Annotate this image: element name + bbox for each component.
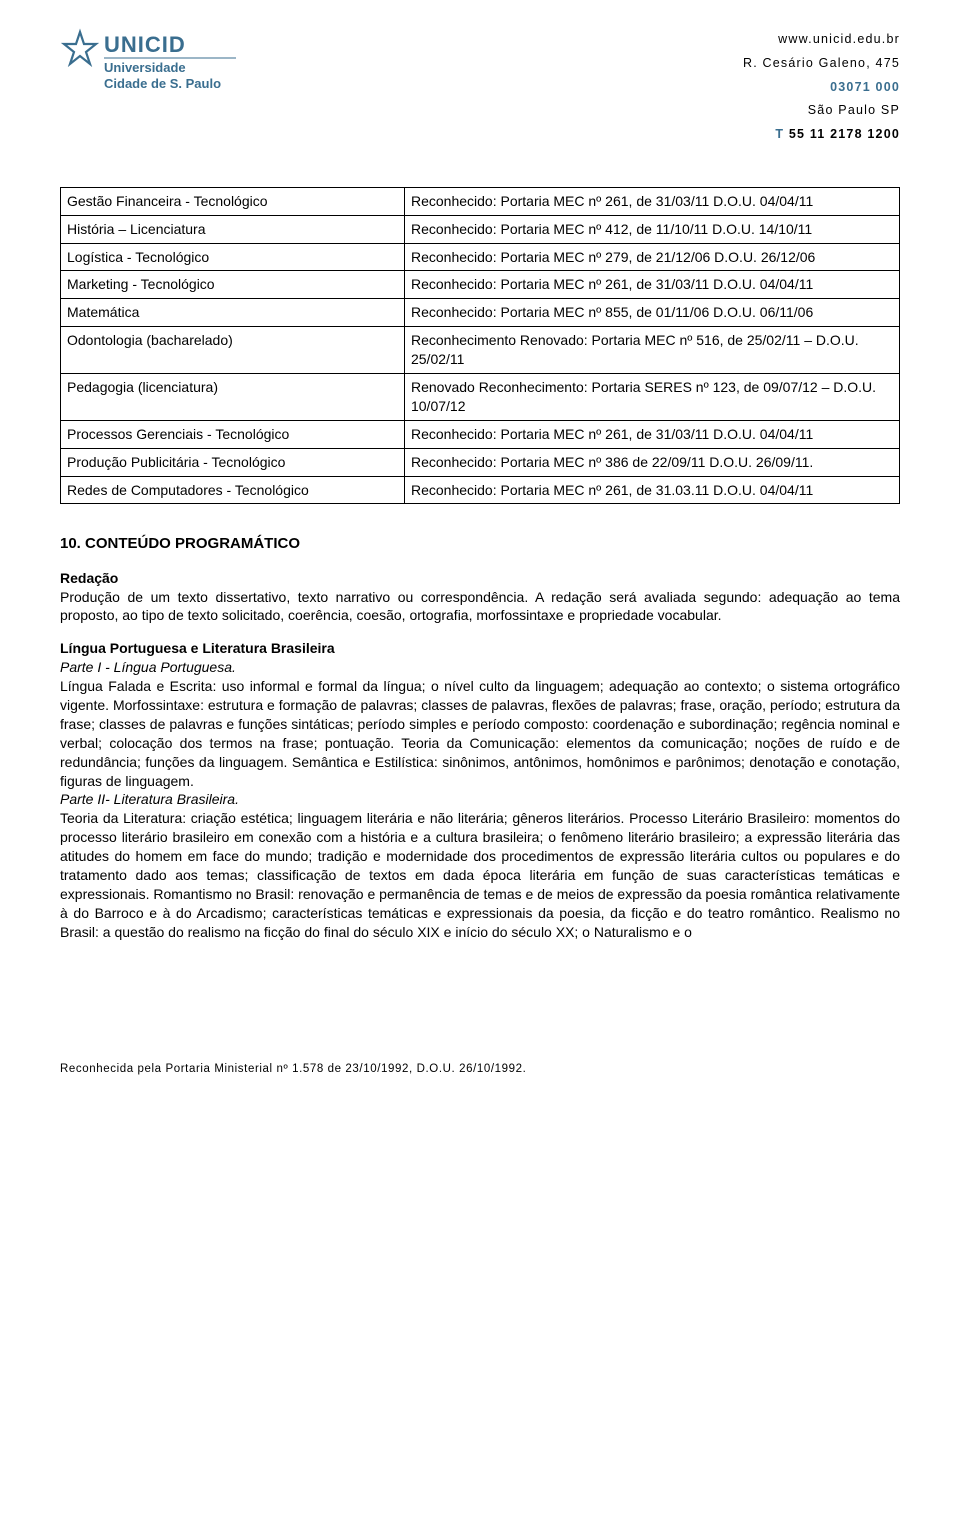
course-recognition-cell: Reconhecido: Portaria MEC nº 412, de 11/… [404, 215, 899, 243]
course-recognition-cell: Renovado Reconhecimento: Portaria SERES … [404, 373, 899, 420]
logo: UNICID Universidade Cidade de S. Paulo [60, 28, 240, 98]
header-street: R. Cesário Galeno, 475 [743, 52, 900, 76]
course-recognition-cell: Reconhecido: Portaria MEC nº 279, de 21/… [404, 243, 899, 271]
courses-table: Gestão Financeira - TecnológicoReconheci… [60, 187, 900, 505]
lingua-part2-body: Teoria da Literatura: criação estética; … [60, 809, 900, 941]
table-row: Marketing - TecnológicoReconhecido: Port… [61, 271, 900, 299]
table-row: História – LicenciaturaReconhecido: Port… [61, 215, 900, 243]
course-name-cell: Produção Publicitária - Tecnológico [61, 448, 405, 476]
section-title: 10. CONTEÚDO PROGRAMÁTICO [60, 534, 900, 554]
address-block: www.unicid.edu.br R. Cesário Galeno, 475… [743, 28, 900, 147]
lingua-part1-body: Língua Falada e Escrita: uso informal e … [60, 677, 900, 790]
header-city: São Paulo SP [743, 99, 900, 123]
redacao-body: Produção de um texto dissertativo, texto… [60, 589, 900, 624]
course-recognition-cell: Reconhecido: Portaria MEC nº 261, de 31.… [404, 476, 899, 504]
course-recognition-cell: Reconhecido: Portaria MEC nº 261, de 31/… [404, 187, 899, 215]
course-recognition-cell: Reconhecido: Portaria MEC nº 386 de 22/0… [404, 448, 899, 476]
page-header: UNICID Universidade Cidade de S. Paulo w… [60, 28, 900, 147]
lingua-part2-title-line: Parte II- Literatura Brasileira. [60, 790, 900, 809]
course-name-cell: Gestão Financeira - Tecnológico [61, 187, 405, 215]
phone-number: 55 11 2178 1200 [789, 127, 900, 141]
course-name-cell: Pedagogia (licenciatura) [61, 373, 405, 420]
table-row: MatemáticaReconhecido: Portaria MEC nº 8… [61, 299, 900, 327]
header-phone: T 55 11 2178 1200 [743, 123, 900, 147]
svg-text:Cidade de S. Paulo: Cidade de S. Paulo [104, 76, 221, 91]
redacao-block: Redação Produção de um texto dissertativ… [60, 569, 900, 626]
course-name-cell: Odontologia (bacharelado) [61, 327, 405, 374]
course-name-cell: História – Licenciatura [61, 215, 405, 243]
lingua-title-line: Língua Portuguesa e Literatura Brasileir… [60, 639, 900, 677]
course-recognition-cell: Reconhecido: Portaria MEC nº 855, de 01/… [404, 299, 899, 327]
redacao-title: Redação [60, 570, 118, 586]
header-cep: 03071 000 [743, 76, 900, 100]
table-row: Gestão Financeira - TecnológicoReconheci… [61, 187, 900, 215]
course-recognition-cell: Reconhecimento Renovado: Portaria MEC nº… [404, 327, 899, 374]
unicid-logo-icon: UNICID Universidade Cidade de S. Paulo [60, 28, 240, 98]
svg-text:Universidade: Universidade [104, 60, 186, 75]
course-recognition-cell: Reconhecido: Portaria MEC nº 261, de 31/… [404, 271, 899, 299]
footer-text: Reconhecida pela Portaria Ministerial nº… [60, 1062, 900, 1078]
table-row: Pedagogia (licenciatura)Renovado Reconhe… [61, 373, 900, 420]
course-name-cell: Marketing - Tecnológico [61, 271, 405, 299]
course-name-cell: Matemática [61, 299, 405, 327]
svg-text:UNICID: UNICID [104, 32, 186, 57]
course-name-cell: Redes de Computadores - Tecnológico [61, 476, 405, 504]
lingua-part2-title: Parte II- Literatura Brasileira. [60, 791, 239, 807]
table-row: Odontologia (bacharelado)Reconhecimento … [61, 327, 900, 374]
table-row: Logística - TecnológicoReconhecido: Port… [61, 243, 900, 271]
lingua-part1-title: Parte I - Língua Portuguesa. [60, 659, 236, 675]
table-row: Produção Publicitária - TecnológicoRecon… [61, 448, 900, 476]
course-name-cell: Logística - Tecnológico [61, 243, 405, 271]
course-name-cell: Processos Gerenciais - Tecnológico [61, 420, 405, 448]
phone-label: T [775, 127, 784, 141]
header-url: www.unicid.edu.br [743, 28, 900, 52]
lingua-title: Língua Portuguesa e Literatura Brasileir… [60, 640, 335, 656]
table-row: Processos Gerenciais - TecnológicoReconh… [61, 420, 900, 448]
table-row: Redes de Computadores - TecnológicoRecon… [61, 476, 900, 504]
course-recognition-cell: Reconhecido: Portaria MEC nº 261, de 31/… [404, 420, 899, 448]
